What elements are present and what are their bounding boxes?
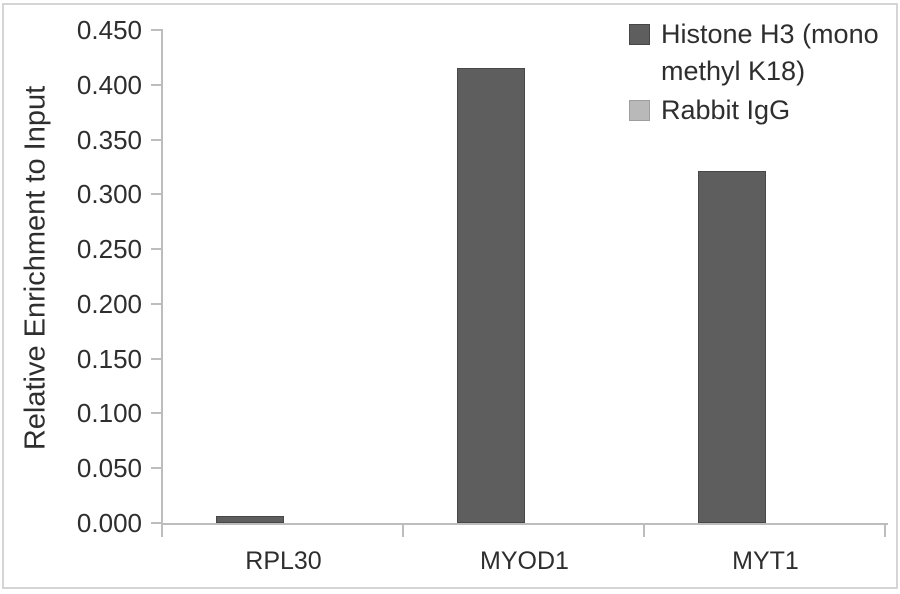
x-axis-tick-mark xyxy=(402,523,404,537)
legend-swatch-icon xyxy=(629,24,650,45)
y-axis-tick-mark xyxy=(151,467,163,470)
legend-label: Rabbit IgG xyxy=(661,95,791,125)
x-axis-line xyxy=(161,523,888,525)
x-axis-tick-mark xyxy=(161,523,163,537)
y-axis-tick-mark xyxy=(151,357,163,360)
y-axis-tick-label: 0.350 xyxy=(76,124,142,155)
y-axis-tick-label: 0.000 xyxy=(76,508,142,538)
bar-myt1-histone-h3 xyxy=(697,171,766,523)
legend-item: Histone H3 (mono methyl K18) xyxy=(629,16,900,90)
y-axis-tick-label: 0.100 xyxy=(76,398,142,429)
y-axis-tick-label: 0.050 xyxy=(76,453,142,484)
y-axis-tick-mark xyxy=(151,412,163,415)
legend: Histone H3 (mono methyl K18) Rabbit IgG xyxy=(629,16,900,129)
y-axis-tick-label: 0.150 xyxy=(76,343,142,374)
y-axis-tick-label: 0.250 xyxy=(76,234,142,265)
y-axis-tick-mark xyxy=(151,29,163,31)
y-axis-tick-label: 0.450 xyxy=(76,15,142,45)
bar-myod1-histone-h3 xyxy=(456,68,525,523)
x-axis-category-label: MYT1 xyxy=(732,547,799,575)
y-axis-tick-label: 0.300 xyxy=(76,179,142,210)
y-axis-tick-label: 0.400 xyxy=(76,69,142,100)
bar-rpl30-histone-h3 xyxy=(215,516,284,523)
x-axis-tick-mark xyxy=(643,523,645,537)
y-axis-tick-mark xyxy=(151,522,163,524)
legend-label: Histone H3 (mono methyl K18) xyxy=(661,19,879,86)
y-axis-tick-mark xyxy=(151,138,163,141)
legend-item: Rabbit IgG xyxy=(629,92,900,129)
y-axis-line xyxy=(161,29,163,525)
y-axis-tick-mark xyxy=(151,193,163,196)
y-axis-tick-mark xyxy=(151,248,163,251)
y-axis-tick-mark xyxy=(151,302,163,305)
y-axis-tick-mark xyxy=(151,83,163,86)
x-axis-category-label: RPL30 xyxy=(245,547,322,575)
x-axis-tick-mark xyxy=(884,523,886,537)
x-axis-category-label: MYOD1 xyxy=(480,547,569,575)
y-axis-tick-label: 0.200 xyxy=(76,288,142,319)
legend-swatch-icon xyxy=(629,100,650,121)
